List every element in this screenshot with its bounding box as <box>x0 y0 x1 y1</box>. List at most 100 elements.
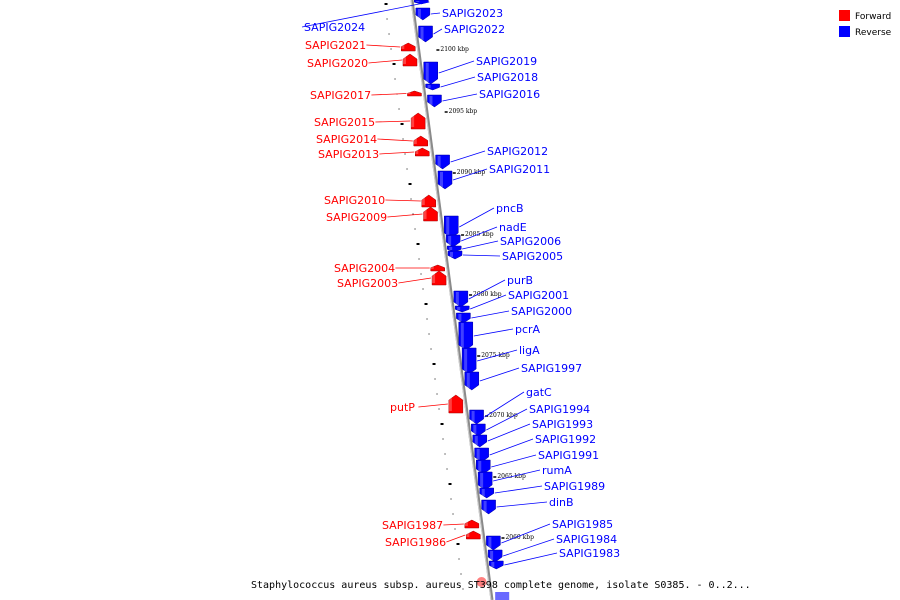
legend-reverse-swatch <box>839 26 850 37</box>
genome-caption: Staphylococcus aureus subsp. aureus ST39… <box>251 580 751 591</box>
gene-shading <box>488 537 492 548</box>
gene-label-sapig2016: SAPIG2016 <box>479 88 540 101</box>
gene-sapig1986[interactable] <box>466 530 481 540</box>
tick-layer <box>384 3 464 590</box>
gene-sapig2019[interactable] <box>423 61 438 85</box>
gene-sapig2022[interactable] <box>418 25 433 43</box>
gene-shading <box>439 172 443 187</box>
gene-label-purb: purB <box>507 274 533 287</box>
kbp-label: 2085 kbp <box>465 231 494 238</box>
gene-sapig1985[interactable] <box>486 535 501 551</box>
gene-leader-line <box>446 534 466 543</box>
genome-backbone-highlight <box>410 0 492 600</box>
gene-leader-line <box>462 254 501 257</box>
gene-label-sapig2021: SAPIG2021 <box>305 39 366 52</box>
gene-label-gatc: gatC <box>526 386 552 399</box>
gene-shading <box>430 266 434 269</box>
gene-shading <box>491 562 495 567</box>
legend-forward-swatch <box>839 10 850 21</box>
gene-label-sapig2011: SAPIG2011 <box>489 163 550 176</box>
gene-putp[interactable] <box>448 394 464 414</box>
gene-purb[interactable] <box>453 290 469 308</box>
gene-label-sapig1986: SAPIG1986 <box>385 536 446 549</box>
gene-pcra[interactable] <box>458 321 474 351</box>
gene-sapig2016[interactable] <box>427 94 442 108</box>
gene-sapig2011[interactable] <box>437 170 453 190</box>
kbp-label: 2095 kbp <box>449 108 478 115</box>
gene-shading <box>490 551 494 560</box>
gene-sapig1984[interactable] <box>487 549 503 563</box>
gene-shading <box>448 396 452 411</box>
gene-sapig1992[interactable] <box>474 447 489 463</box>
kbp-label: 2090 kbp <box>457 169 486 176</box>
gene-shading <box>413 137 417 144</box>
gene-shading <box>476 449 480 460</box>
gene-leader-line <box>504 552 558 566</box>
gene-leader-line <box>301 1 430 28</box>
gene-sapig2014[interactable] <box>413 135 429 147</box>
gene-sapig2017[interactable] <box>407 90 422 97</box>
gene-leader-line <box>387 213 423 218</box>
gene-leader-line <box>443 523 464 526</box>
gene-label-ruma: rumA <box>542 464 572 477</box>
gene-sapig2012[interactable] <box>435 154 450 170</box>
gene-sapig1991[interactable] <box>476 459 491 475</box>
gene-label-sapig1985: SAPIG1985 <box>552 518 613 531</box>
gene-sapig2023[interactable] <box>415 7 431 21</box>
gene-shading <box>420 27 424 40</box>
gene-sapig1989[interactable] <box>479 487 494 499</box>
gene-sapig2000[interactable] <box>456 312 471 324</box>
gene-sapig2003[interactable] <box>431 270 447 286</box>
gene-shading <box>432 272 436 283</box>
gene-label-sapig2004: SAPIG2004 <box>334 262 395 275</box>
gene-label-sapig2020: SAPIG2020 <box>307 57 368 70</box>
gene-shading <box>411 114 415 127</box>
gene-shading <box>480 473 484 488</box>
gene-leader-line <box>473 328 514 337</box>
gene-label-sapig2006: SAPIG2006 <box>500 235 561 248</box>
gene-sapig2001[interactable] <box>454 305 470 313</box>
gene-sapig2010[interactable] <box>421 194 437 208</box>
feature-layer <box>401 0 510 600</box>
gene-shading <box>429 96 433 105</box>
gene-leader-line <box>460 226 498 242</box>
gene-leader-line <box>450 150 486 163</box>
gene-shading <box>449 247 453 250</box>
label-layer: SAPIG2024 SAPIG2023 SAPIG2022 SAPIG2021 SAPI… <box>301 1 620 566</box>
gene-sapig2018[interactable] <box>425 83 440 91</box>
gene-sapig1997[interactable] <box>464 371 480 391</box>
gene-sapig2009[interactable] <box>423 206 438 222</box>
gene-label-sapig1991: SAPIG1991 <box>538 449 599 462</box>
gene-sapig2020[interactable] <box>402 53 418 67</box>
legend: Forward Reverse <box>839 10 892 38</box>
gene-sapig1983[interactable] <box>489 560 504 570</box>
gene-sapig2013[interactable] <box>415 147 430 157</box>
gene-label-pncb: pncB <box>496 202 524 215</box>
gene-leader-line <box>442 93 478 102</box>
gene-shading <box>421 196 425 205</box>
gene-dinb[interactable] <box>481 499 496 515</box>
kbp-label: 2070 kbp <box>489 412 518 419</box>
gene-shading <box>483 501 487 512</box>
gene-sapig2005[interactable] <box>447 250 463 260</box>
gene-label-sapig1989: SAPIG1989 <box>544 480 605 493</box>
gene-sapig1987[interactable] <box>464 519 480 529</box>
gene-shading <box>473 425 477 434</box>
kbp-label: 2060 kbp <box>505 534 534 541</box>
gene-sapig2015[interactable] <box>410 112 426 130</box>
gene-leader-line <box>418 403 448 408</box>
gene-shading <box>458 314 462 321</box>
gene-ruma[interactable] <box>477 471 493 491</box>
gene-gatc[interactable] <box>469 409 484 425</box>
gene-sapig2004[interactable] <box>430 264 445 272</box>
gene-sapig2021[interactable] <box>401 42 416 52</box>
gene-sapig2006[interactable] <box>446 245 462 253</box>
legend-forward-label: Forward <box>855 12 891 22</box>
gene-label-sapig2017: SAPIG2017 <box>310 89 371 102</box>
gene-sapig1993[interactable] <box>472 434 488 448</box>
gene-shading <box>455 292 459 305</box>
gene-sapig1994[interactable] <box>471 423 486 437</box>
gene-leader-line <box>438 60 475 74</box>
gene-nade[interactable] <box>445 234 461 248</box>
gene-liga[interactable] <box>461 347 477 375</box>
